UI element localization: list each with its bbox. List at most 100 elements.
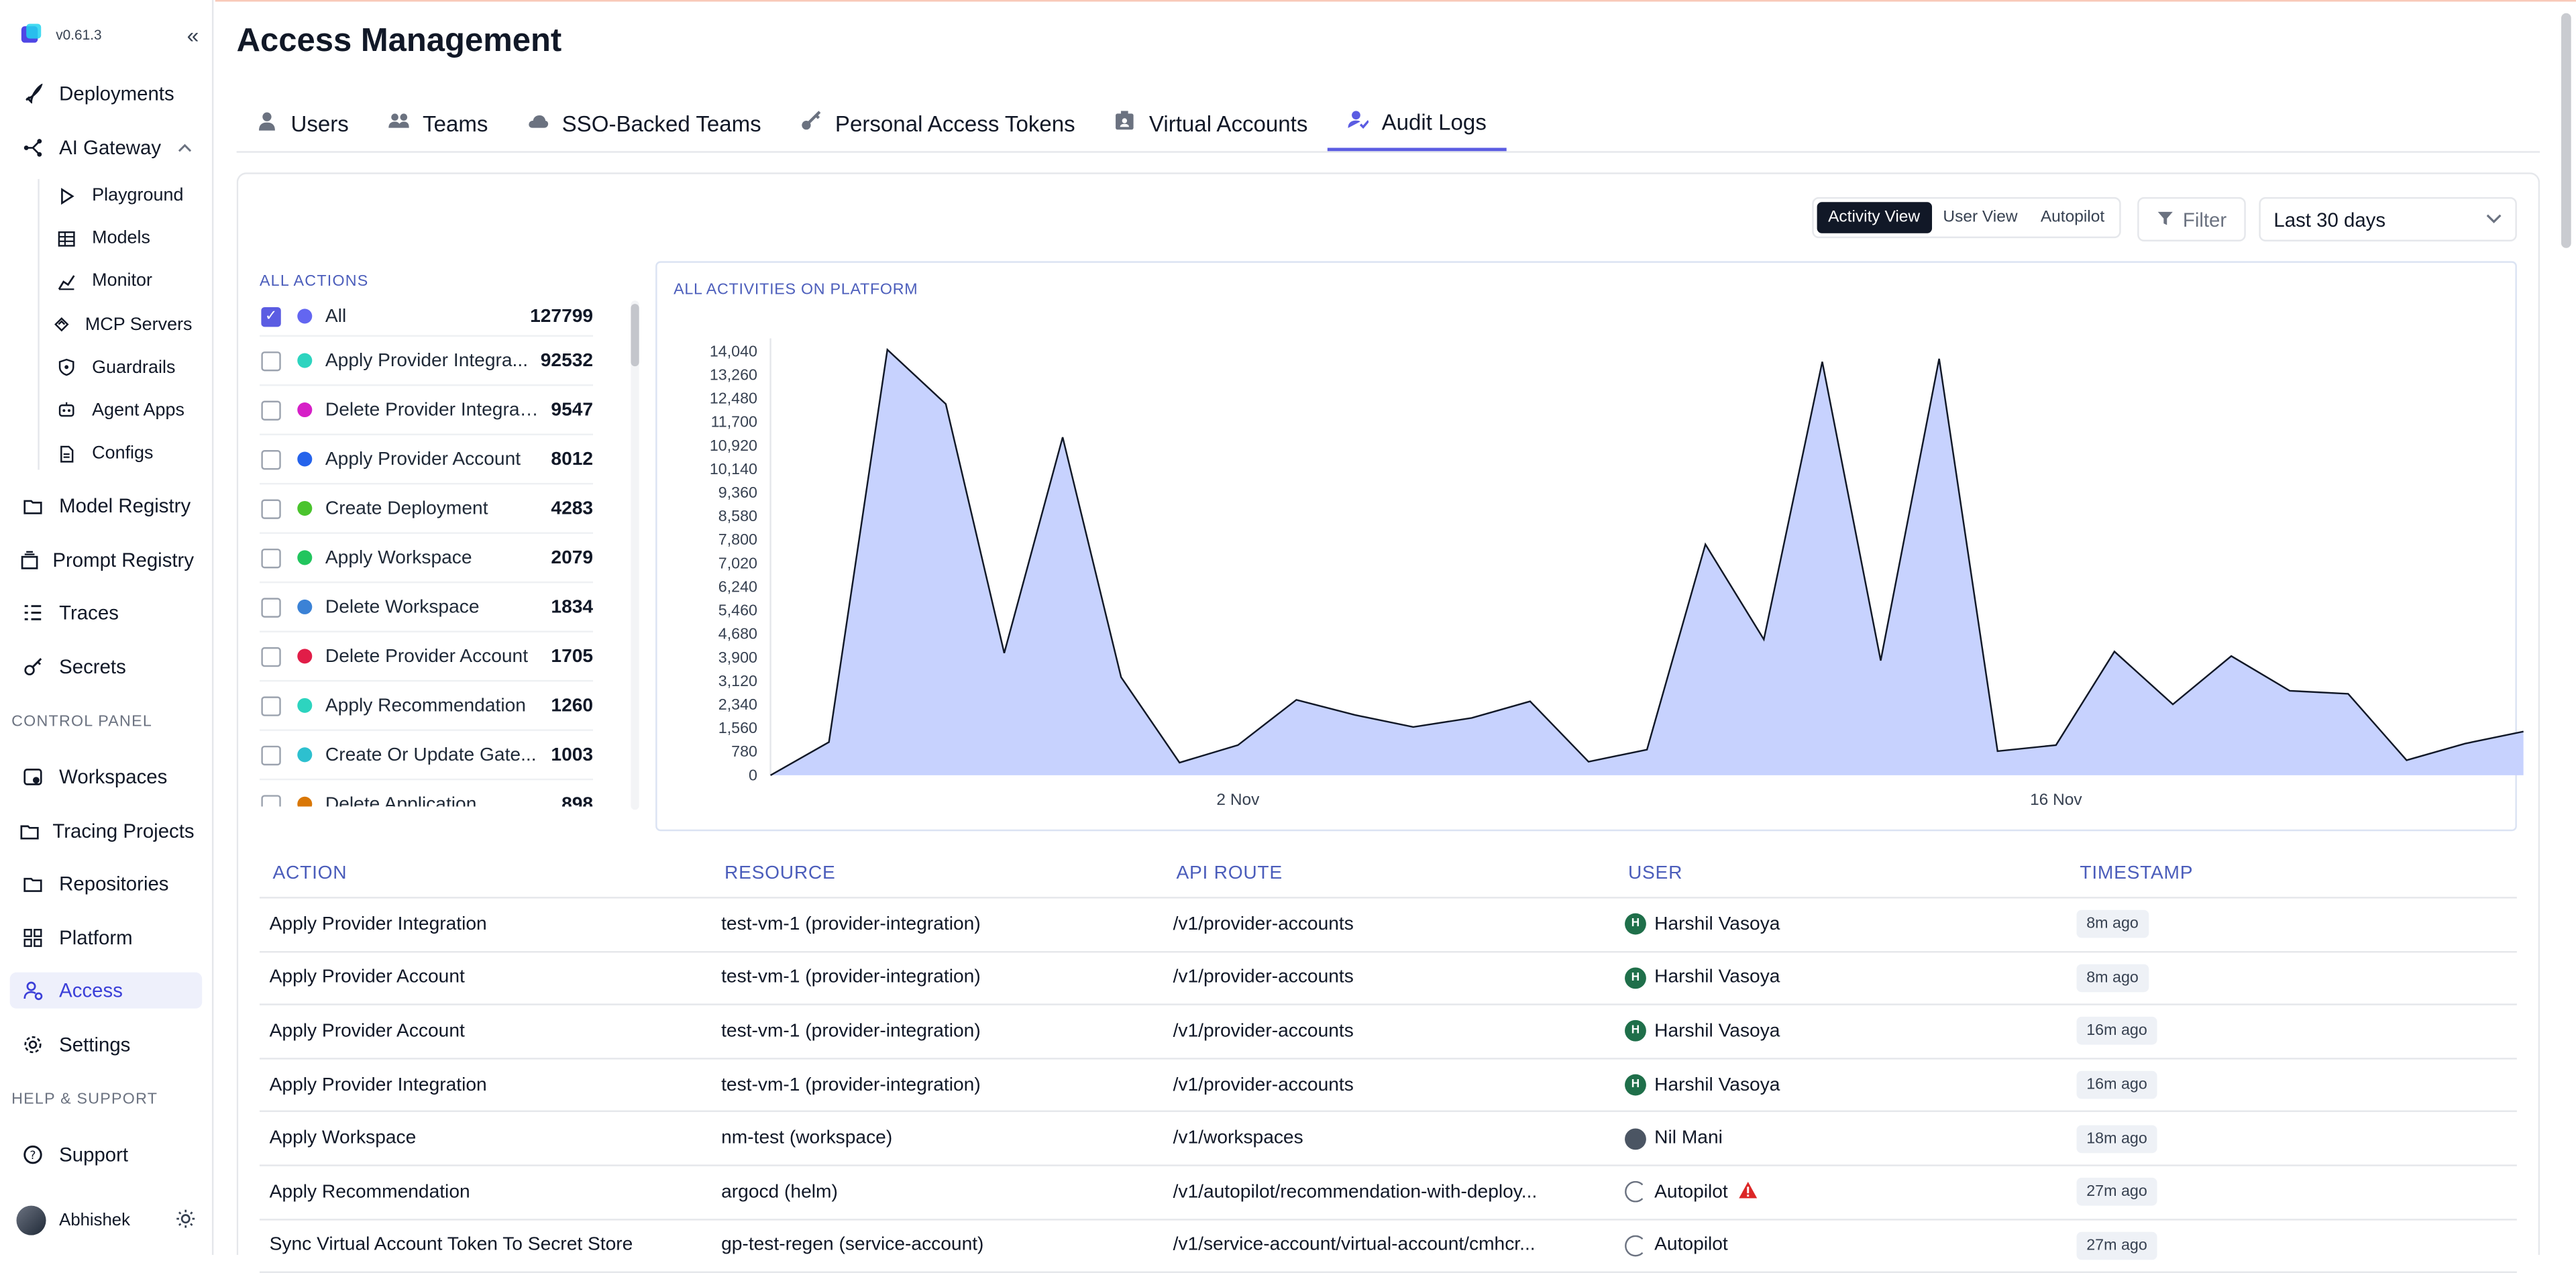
column-header-user[interactable]: USER [1615,864,2066,883]
checkbox[interactable] [261,794,280,806]
checkbox[interactable] [261,745,280,765]
column-header-api-route[interactable]: API ROUTE [1163,864,1615,883]
tab-users[interactable]: Users [237,95,369,151]
sidebar-item-settings[interactable]: Settings [10,1027,203,1063]
sidebar-item-prompt-registry[interactable]: Prompt Registry [10,541,203,577]
column-header-resource[interactable]: RESOURCE [711,864,1163,883]
checkbox[interactable] [261,498,280,518]
action-filter-row[interactable]: Apply Recommendation 1260 [260,681,593,730]
checkbox[interactable] [261,351,280,370]
scrollbar-thumb[interactable] [631,304,639,366]
data-point[interactable] [2110,647,2120,657]
action-filter-row[interactable]: Apply Provider Account 8012 [260,435,593,484]
table-row[interactable]: Apply Provider Integration test-vm-1 (pro… [260,1059,2517,1113]
sidebar-item-mcp-servers[interactable]: MCP Servers [46,308,203,341]
data-point[interactable] [1466,713,1477,723]
data-point[interactable] [1175,758,1185,768]
data-point[interactable] [2343,689,2353,699]
data-point[interactable] [1525,696,1536,706]
column-header-action[interactable]: ACTION [260,864,711,883]
data-point[interactable] [1992,746,2002,757]
action-filter-row[interactable]: ✓ All 127799 [260,297,593,337]
checkbox[interactable] [261,548,280,567]
data-point[interactable] [1000,648,1010,658]
data-point[interactable] [2051,740,2061,751]
tab-audit-logs[interactable]: Audit Logs [1328,95,1506,151]
sidebar-item-ai-gateway[interactable]: AI Gateway [10,129,203,166]
table-row[interactable]: Apply Provider Account test-vm-1 (provide… [260,1005,2517,1059]
table-row[interactable]: Apply Provider Integration test-vm-1 (pro… [260,899,2517,952]
tab-personal-access-tokens[interactable]: Personal Access Tokens [781,95,1095,151]
checkbox[interactable] [261,449,280,469]
action-filter-row[interactable]: Delete Application 898 [260,780,593,806]
sidebar-item-support[interactable]: ? Support [10,1137,203,1173]
sidebar-item-models[interactable]: Models [46,222,203,255]
view-activity-view-button[interactable]: Activity View [1817,202,1931,233]
data-point[interactable] [1116,672,1126,682]
collapse-sidebar-icon[interactable]: « [187,22,199,47]
table-row[interactable]: Apply Recommendation argocd (helm) /v1/aut… [260,1166,2517,1220]
sidebar-item-platform[interactable]: Platform [10,920,203,956]
view-autopilot-button[interactable]: Autopilot [2029,202,2116,233]
sidebar-item-secrets[interactable]: Secrets [10,649,203,685]
action-filter-row[interactable]: Apply Workspace 2079 [260,534,593,583]
checkbox[interactable] [261,400,280,419]
date-range-select[interactable]: Last 30 days [2259,197,2516,241]
action-filter-row[interactable]: Delete Provider Account 1705 [260,632,593,681]
sidebar-item-tracing-projects[interactable]: Tracing Projects [10,812,203,848]
page-scrollbar[interactable] [2561,13,2571,248]
action-filter-row[interactable]: Create Or Update Gate... 1003 [260,731,593,780]
column-header-timestamp[interactable]: TIMESTAMP [2067,864,2517,883]
tab-virtual-accounts[interactable]: Virtual Accounts [1095,95,1328,151]
checkbox[interactable] [261,696,280,715]
tab-sso-backed-teams[interactable]: SSO-Backed Teams [508,95,781,151]
data-point[interactable] [1642,744,1652,755]
action-filter-row[interactable]: Apply Provider Integra... 92532 [260,337,593,386]
theme-toggle-icon[interactable] [176,1208,195,1233]
sidebar-item-agent-apps[interactable]: Agent Apps [46,394,203,427]
table-row[interactable]: Sync Virtual Account Token To Secret Sto… [260,1220,2517,1273]
checkbox[interactable]: ✓ [261,307,280,326]
actions-scrollbar[interactable] [631,300,639,810]
data-point[interactable] [1291,695,1301,705]
data-point[interactable] [824,737,834,747]
tab-teams[interactable]: Teams [368,95,508,151]
checkbox[interactable] [261,647,280,666]
chevron-up-icon[interactable] [177,139,192,157]
checkbox[interactable] [261,597,280,616]
data-point[interactable] [1701,539,1711,549]
sidebar-item-repositories[interactable]: Repositories [10,866,203,902]
data-point[interactable] [765,771,775,781]
sidebar-item-guardrails[interactable]: Guardrails [46,351,203,384]
data-point[interactable] [2460,738,2470,749]
user-profile[interactable]: Abhishek [16,1203,195,1239]
action-filter-row[interactable]: Create Deployment 4283 [260,484,593,533]
data-point[interactable] [1584,757,1594,767]
sidebar-item-configs[interactable]: Configs [46,437,203,470]
sidebar-item-traces[interactable]: Traces [10,595,203,631]
sidebar-item-model-registry[interactable]: Model Registry [10,488,203,524]
data-point[interactable] [1817,357,1827,367]
table-row[interactable]: Apply Provider Account test-vm-1 (provide… [260,952,2517,1005]
data-point[interactable] [1934,354,1944,364]
data-point[interactable] [941,399,951,409]
data-point[interactable] [1876,656,1886,666]
action-filter-row[interactable]: Delete Provider Integrati... 9547 [260,386,593,435]
data-point[interactable] [1759,634,1769,645]
data-point[interactable] [2285,686,2295,696]
sidebar-item-workspaces[interactable]: Workspaces [10,759,203,795]
data-point[interactable] [1408,722,1418,732]
table-row[interactable]: Apply Workspace nm-test (workspace) /v1/wo… [260,1113,2517,1166]
sidebar-item-playground[interactable]: Playground [46,179,203,212]
data-point[interactable] [1233,740,1243,751]
data-point[interactable] [1058,433,1068,443]
sidebar-item-monitor[interactable]: Monitor [46,265,203,298]
sidebar-item-deployments[interactable]: Deployments [10,76,203,112]
data-point[interactable] [882,345,892,355]
data-point[interactable] [2226,651,2237,661]
data-point[interactable] [2402,755,2412,765]
sidebar-item-access[interactable]: Access [10,973,203,1009]
filter-button[interactable]: Filter [2137,197,2246,241]
action-filter-row[interactable]: Delete Workspace 1834 [260,583,593,632]
data-point[interactable] [1350,710,1360,720]
